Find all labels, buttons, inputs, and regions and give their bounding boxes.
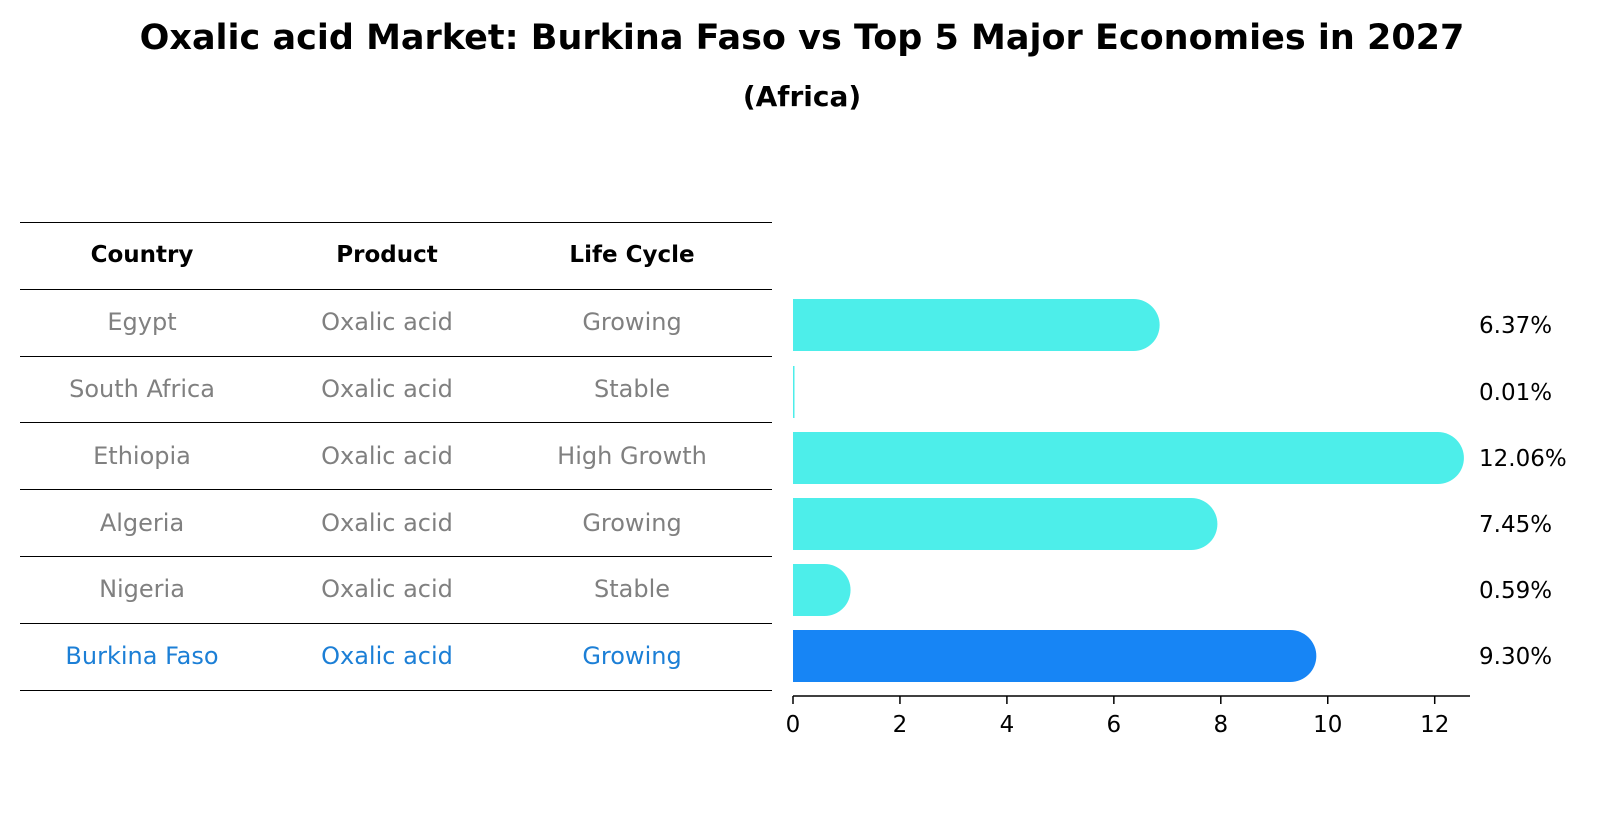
x-tick-label: 8 (1213, 712, 1228, 738)
x-tick-label: 10 (1313, 712, 1342, 738)
header-country: Country (90, 242, 194, 269)
bar-algeria (793, 498, 1218, 550)
table-cell-country: Burkina Faso (65, 642, 219, 671)
x-tick-label: 0 (786, 712, 801, 738)
header-product: Product (336, 242, 438, 269)
bar-value-label: 0.01% (1479, 380, 1552, 406)
table-cell-country: Algeria (99, 508, 185, 537)
table-cell-life-cycle: Growing (582, 508, 682, 537)
table-rule (20, 355, 772, 357)
table-cell-product: Oxalic acid (321, 308, 453, 337)
bar-ethiopia (793, 432, 1464, 484)
table-cell-life-cycle: Growing (582, 308, 682, 337)
header-life-cycle: Life Cycle (569, 242, 695, 269)
table-cell-life-cycle: Stable (593, 375, 671, 403)
table-cell-life-cycle: Growing (582, 642, 682, 671)
table-cell-life-cycle: High Growth (557, 441, 707, 470)
table-rule (20, 288, 772, 290)
table-cell-country: Nigeria (99, 575, 185, 604)
table-rule (20, 622, 772, 624)
table-cell-country: South Africa (69, 375, 215, 403)
bar-value-label: 7.45% (1479, 512, 1552, 538)
table-cell-product: Oxalic acid (321, 375, 453, 403)
table-rule (20, 222, 772, 223)
bar-egypt (793, 299, 1160, 351)
chart-title: Oxalic acid Market: Burkina Faso vs Top … (139, 18, 1465, 58)
bar-south-africa (793, 366, 795, 418)
x-tick-label: 4 (1000, 712, 1015, 738)
bar-nigeria (793, 564, 851, 616)
table-rule (20, 422, 772, 424)
table-cell-product: Oxalic acid (321, 642, 453, 671)
bar-value-label: 6.37% (1479, 313, 1552, 339)
table-rule (20, 556, 772, 557)
x-tick-label: 6 (1107, 712, 1122, 738)
table-cell-product: Oxalic acid (321, 508, 453, 537)
x-tick-label: 2 (893, 712, 908, 738)
bar-burkina-faso (793, 630, 1317, 682)
x-tick-label: 12 (1420, 712, 1449, 738)
table-cell-product: Oxalic acid (321, 575, 453, 604)
table-cell-life-cycle: Stable (593, 575, 671, 604)
table-rule (20, 489, 772, 491)
table-cell-country: Ethiopia (93, 441, 191, 470)
bar-value-label: 12.06% (1479, 446, 1567, 472)
bar-value-label: 0.59% (1479, 578, 1552, 604)
table-cell-country: Egypt (107, 308, 177, 337)
table-rule (20, 689, 772, 691)
table-cell-product: Oxalic acid (321, 441, 453, 470)
chart-subtitle: (Africa) (742, 80, 862, 113)
bar-value-label: 9.30% (1479, 644, 1552, 670)
